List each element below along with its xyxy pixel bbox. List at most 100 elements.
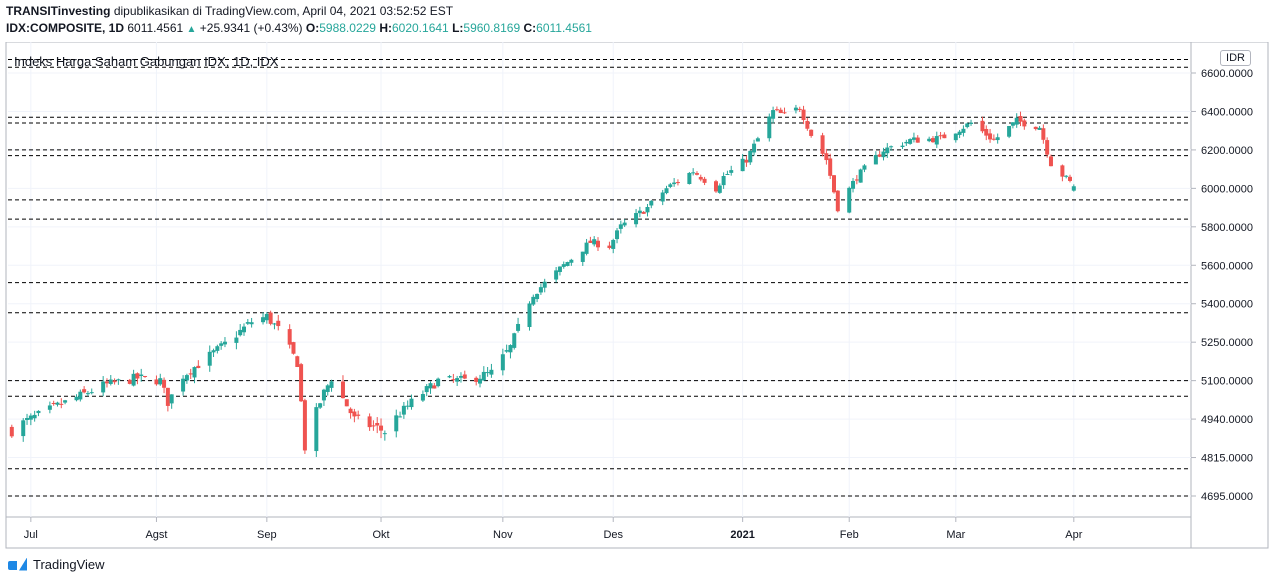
candle	[927, 136, 932, 143]
candle-body	[432, 385, 437, 389]
candle-body	[565, 262, 570, 266]
candle-body	[881, 151, 886, 158]
candle-body	[828, 158, 833, 176]
candle	[660, 189, 665, 206]
candle	[104, 378, 109, 388]
x-tick-label: Nov	[493, 529, 513, 541]
candle-body	[953, 133, 958, 141]
candle	[489, 363, 494, 378]
candle	[184, 373, 189, 384]
candle	[264, 312, 269, 324]
candle	[21, 418, 26, 442]
candle-body	[379, 425, 384, 431]
candle-body	[299, 364, 304, 402]
y-tick-label: 5250.0000	[1201, 337, 1253, 349]
candle-body	[481, 371, 486, 381]
candle	[1064, 175, 1069, 179]
candle	[481, 366, 486, 381]
candle-body	[131, 373, 136, 386]
candle	[535, 293, 540, 303]
candle-body	[420, 394, 425, 401]
candle-body	[135, 373, 140, 379]
candle-body	[934, 136, 939, 145]
candle-body	[1045, 140, 1050, 155]
candle	[302, 398, 307, 454]
candle	[801, 105, 806, 125]
candle-body	[458, 375, 463, 378]
candle-body	[165, 387, 170, 406]
candle	[405, 400, 410, 410]
candle	[116, 378, 121, 385]
candle	[596, 237, 600, 251]
y-tick-label: 5100.0000	[1201, 376, 1253, 388]
candle	[938, 131, 943, 140]
candle	[245, 319, 250, 325]
candle-body	[28, 415, 33, 420]
candle	[771, 106, 776, 124]
price-change: +25.9341 (+0.43%)	[199, 21, 303, 35]
candle-body	[188, 373, 193, 375]
currency-badge[interactable]: IDR	[1220, 50, 1251, 66]
candle-body	[535, 293, 540, 300]
candle	[112, 378, 117, 385]
candle-body	[915, 137, 920, 143]
candle-body	[287, 329, 292, 345]
candle-body	[687, 172, 692, 184]
candle	[158, 373, 163, 386]
candle-body	[531, 296, 536, 305]
candle	[687, 171, 692, 185]
candle-body	[721, 175, 726, 186]
candle-body	[474, 377, 479, 382]
candle	[462, 370, 467, 380]
candle	[47, 401, 52, 414]
candle	[436, 377, 441, 388]
candle	[668, 182, 673, 189]
candle	[32, 410, 37, 422]
candle	[542, 278, 547, 293]
y-tick-label: 6400.0000	[1201, 106, 1253, 118]
candle	[500, 348, 505, 376]
footer-brand[interactable]: TradingView	[8, 557, 105, 572]
low-label: L:	[452, 21, 464, 35]
candle	[28, 413, 33, 426]
candle	[744, 155, 749, 167]
candle-body	[219, 343, 224, 346]
candle	[965, 122, 970, 129]
price-chart[interactable]: 6600.0000 6400.0000 6200.0000 6000.0000 5800…	[0, 42, 1274, 550]
candle-body	[116, 379, 121, 381]
candle	[428, 381, 433, 394]
candle	[192, 366, 197, 384]
candle	[1068, 174, 1072, 183]
candle	[268, 310, 273, 326]
candle	[135, 372, 140, 385]
candle	[1010, 122, 1015, 129]
candle	[611, 238, 616, 254]
candle	[885, 143, 890, 158]
candle-body	[561, 264, 566, 267]
candle	[356, 410, 361, 420]
candle	[782, 107, 787, 114]
candle-body	[1022, 120, 1027, 127]
candle	[234, 331, 239, 350]
close-value: 6011.4561	[536, 21, 592, 35]
candle	[1045, 137, 1050, 158]
candle-body	[112, 380, 117, 383]
candle-body	[858, 169, 863, 183]
candle-body	[325, 385, 330, 392]
candle-body	[162, 379, 167, 388]
candle-body	[424, 386, 429, 393]
candle-body	[36, 410, 41, 414]
candle-body	[885, 147, 890, 154]
candle-body	[352, 411, 357, 417]
candle	[930, 136, 935, 143]
candle-body	[344, 399, 349, 407]
candle	[957, 129, 962, 139]
candle	[554, 266, 559, 283]
candle	[154, 375, 159, 386]
candle	[767, 113, 772, 142]
high-label: H:	[379, 21, 392, 35]
y-tick-label: 5600.0000	[1201, 260, 1253, 272]
candle-body	[942, 134, 947, 139]
candle-body	[63, 400, 68, 403]
candle	[615, 227, 620, 244]
